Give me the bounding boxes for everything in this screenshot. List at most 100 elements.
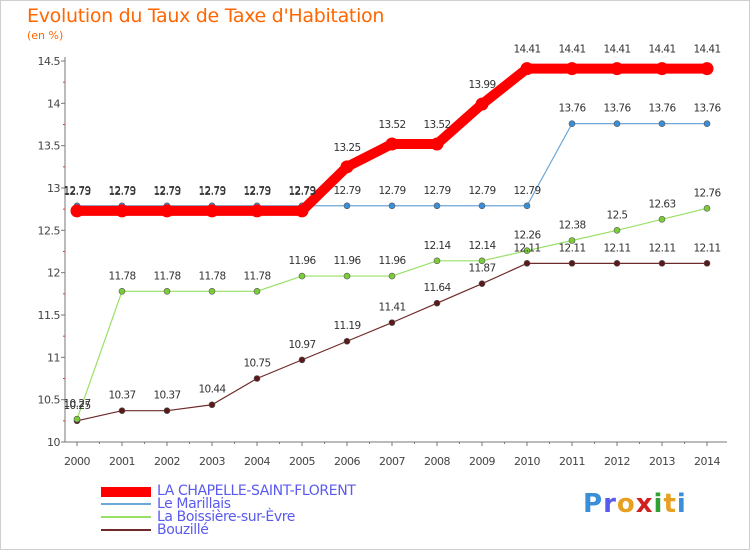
data-label: 13.25 (333, 142, 360, 154)
x-tick-label: 2000 (64, 455, 90, 468)
data-point (700, 62, 714, 76)
x-tick-label: 2011 (559, 455, 585, 468)
legend-swatch (101, 503, 151, 505)
data-point (610, 62, 624, 76)
data-label: 12.38 (558, 219, 585, 231)
data-label: 12.79 (333, 185, 360, 197)
data-label: 14.41 (693, 44, 720, 56)
data-point (520, 62, 534, 76)
data-point (388, 319, 396, 326)
legend-label: Bouzillé (157, 522, 209, 538)
legend-label: La Boissière-sur-Èvre (157, 509, 295, 525)
data-point (163, 287, 171, 295)
x-tick-label: 2005 (289, 455, 315, 468)
data-point (118, 287, 126, 295)
data-point (523, 202, 531, 210)
data-point (523, 260, 531, 267)
data-label: 12.73 (243, 186, 270, 198)
data-point (430, 137, 444, 151)
data-label: 12.79 (378, 185, 405, 197)
data-label: 12.11 (513, 242, 540, 254)
data-point (433, 202, 441, 210)
data-label: 11.96 (288, 255, 316, 267)
data-point (568, 260, 576, 267)
data-label: 12.79 (468, 185, 495, 197)
data-label: 14.41 (558, 44, 585, 56)
logo-letter: i (676, 489, 687, 519)
data-point (388, 202, 396, 210)
data-label: 14.41 (603, 44, 630, 56)
data-label: 12.14 (468, 240, 496, 252)
x-tick-label: 2012 (604, 455, 630, 468)
data-point (658, 120, 666, 127)
data-point (160, 204, 174, 218)
data-point (568, 237, 576, 244)
x-tick-label: 2004 (244, 455, 270, 468)
data-label: 12.11 (648, 242, 675, 254)
data-point (655, 62, 669, 76)
y-tick-label: 10 (47, 436, 60, 449)
data-point (118, 407, 126, 414)
data-point (208, 287, 216, 295)
data-label: 10.44 (198, 384, 226, 396)
data-point (205, 204, 219, 218)
y-tick-label: 11.5 (38, 309, 61, 322)
data-point (250, 204, 264, 218)
data-point (298, 356, 306, 364)
data-point (253, 375, 261, 382)
data-label: 12.11 (558, 242, 585, 254)
data-label: 12.79 (513, 185, 540, 197)
data-point (208, 401, 216, 409)
data-label: 13.76 (648, 103, 676, 115)
legend-label: Le Marillais (157, 496, 231, 512)
data-label: 12.11 (693, 242, 720, 254)
data-label: 11.87 (468, 263, 495, 275)
data-label: 11.96 (378, 255, 406, 267)
data-label: 12.73 (63, 186, 90, 198)
data-point (703, 205, 711, 212)
data-point (340, 160, 354, 174)
y-tick-label: 13.5 (38, 140, 61, 153)
data-label: 13.52 (378, 119, 405, 131)
chart-title: Evolution du Taux de Taxe d'Habitation (27, 5, 385, 27)
x-tick-label: 2014 (694, 455, 720, 468)
data-label: 12.26 (513, 230, 541, 242)
data-label: 10.37 (153, 390, 180, 402)
data-label: 11.19 (333, 320, 360, 332)
x-tick-label: 2013 (649, 455, 675, 468)
series-line-2 (76, 207, 708, 420)
x-tick-label: 2006 (334, 455, 360, 468)
logo-letter: o (616, 489, 636, 519)
data-label: 12.14 (423, 240, 451, 252)
data-point (298, 272, 306, 280)
x-tick-label: 2002 (154, 455, 180, 468)
data-label: 12.79 (198, 185, 225, 197)
logo-letter: P (583, 489, 604, 519)
data-label: 12.11 (603, 242, 630, 254)
y-tick-label: 10.5 (38, 394, 61, 407)
data-label: 12.63 (648, 198, 675, 210)
data-label: 12.73 (288, 186, 315, 198)
data-label: 11.78 (243, 270, 270, 282)
data-label: 13.76 (693, 103, 721, 115)
y-tick-label: 14.5 (38, 55, 61, 68)
data-label: 12.79 (108, 185, 135, 197)
x-tick-label: 2010 (514, 455, 540, 468)
data-label: 13.76 (558, 103, 586, 115)
data-point (343, 272, 351, 280)
data-point (253, 287, 261, 295)
x-tick-label: 2007 (379, 455, 405, 468)
data-label: 12.79 (153, 185, 180, 197)
data-label: 12.79 (423, 185, 450, 197)
legend-swatch (101, 487, 151, 497)
data-point (478, 257, 486, 265)
data-point (658, 260, 666, 267)
data-point (115, 204, 129, 218)
data-label: 12.79 (288, 185, 315, 197)
data-point (163, 407, 171, 414)
data-point (433, 257, 441, 265)
y-tick-label: 13 (47, 182, 60, 195)
data-label: 10.97 (288, 339, 315, 351)
data-point (568, 120, 576, 127)
unit-label: (en %) (27, 29, 64, 42)
